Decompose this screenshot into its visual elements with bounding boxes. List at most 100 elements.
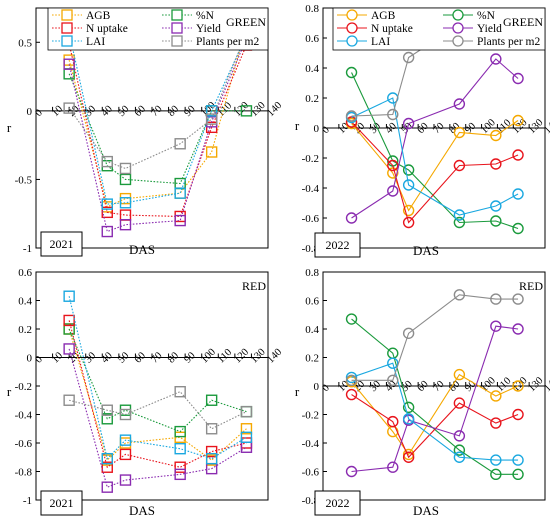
x-tick-label: 40 — [100, 104, 115, 119]
x-tick-label: 80 — [166, 104, 181, 119]
y-tick-label: 0.6 — [305, 296, 319, 308]
chart-panel-2021-green: -1-0.500.50 10 20 30 40 50 60 70 80 90 10011012013… — [7, 7, 284, 257]
x-tick-label: 0 — [320, 383, 331, 394]
data-point-n-uptake — [387, 159, 399, 172]
data-point-n-uptake — [490, 417, 502, 429]
data-point-lai — [205, 452, 218, 465]
legend-marker-agb — [346, 9, 358, 21]
y-tick-label: 0.4 — [18, 296, 32, 308]
data-point-plants-per-m2 — [490, 293, 502, 305]
data-point-yield — [490, 53, 502, 65]
data-point-n-uptake — [101, 206, 113, 219]
data-point-agb — [490, 129, 502, 142]
y-tick-label: -0.4 — [302, 183, 320, 195]
data-point-agb — [453, 126, 466, 139]
series-line-yield — [351, 325, 519, 473]
x-tick-label: 120 — [232, 347, 251, 366]
y-tick-label: -0.2 — [302, 153, 319, 165]
panel-corner-label: GREEN — [503, 15, 543, 29]
y-tick-label: -1 — [23, 495, 32, 507]
data-point-lai — [174, 187, 186, 199]
data-point-lai — [345, 371, 358, 384]
year-label: 2022 — [326, 238, 350, 252]
x-tick-label: 130 — [249, 347, 268, 366]
data-point-plants-per-m2 — [402, 327, 415, 339]
data-point-plants-per-m2 — [174, 386, 186, 398]
x-tick-label: 70 — [431, 379, 446, 394]
year-box — [314, 232, 361, 258]
data-point-plants-per-m2 — [63, 394, 75, 406]
panel-corner-label: RED — [519, 279, 543, 293]
data-point-plants-per-m2 — [387, 108, 399, 121]
data-point-n-uptake — [453, 159, 466, 172]
x-tick-label: 50 — [116, 104, 131, 119]
x-tick-label: 30 — [368, 379, 383, 394]
legend-marker-agb — [61, 9, 73, 21]
data-point-lai — [119, 197, 132, 209]
x-tick-label: 0 — [33, 107, 44, 118]
data-point-yield — [387, 461, 399, 473]
y-tick-label: -0.6 — [15, 438, 33, 450]
plot-frame — [35, 271, 269, 501]
data-point-yield — [174, 468, 186, 481]
data-point-plants-per-m2 — [453, 289, 466, 301]
x-tick-label: 60 — [133, 104, 148, 119]
data-point-n-uptake — [512, 408, 524, 421]
data-point-lai — [174, 443, 186, 455]
legend-label-yield: Yield — [477, 23, 502, 35]
x-tick-label: 100 — [479, 117, 498, 136]
data-point-yield — [63, 58, 75, 70]
y-tick-label: -0.8 — [15, 467, 33, 479]
x-tick-label: 90 — [182, 104, 197, 119]
x-tick-label: 40 — [100, 350, 115, 365]
legend-marker-lai — [346, 35, 358, 47]
data-point-yield — [387, 185, 399, 197]
data-point-pct-n — [402, 401, 415, 414]
year-label: 2022 — [326, 496, 350, 510]
y-tick-label: 0.6 — [305, 33, 319, 45]
data-point-agb — [490, 390, 502, 402]
legend-marker-yield — [171, 22, 183, 34]
panel-corner-label: RED — [242, 279, 266, 293]
y-tick-label: 0.6 — [18, 267, 32, 279]
data-point-n-uptake — [345, 388, 358, 401]
series-line-agb — [68, 328, 247, 462]
x-tick-label: 130 — [526, 375, 545, 394]
data-point-n-uptake — [63, 314, 75, 327]
legend-label-yield: Yield — [196, 23, 221, 35]
data-point-plants-per-m2 — [387, 374, 399, 386]
y-tick-label: 0 — [314, 381, 320, 393]
data-point-lai — [101, 452, 113, 465]
series-line-pct-n — [351, 318, 519, 475]
y-tick-label: 0 — [27, 106, 33, 118]
y-tick-label: -0.2 — [302, 410, 319, 422]
x-tick-label: 60 — [133, 350, 148, 365]
data-point-pct-n — [453, 216, 466, 229]
data-point-plants-per-m2 — [402, 51, 415, 64]
data-point-lai — [490, 200, 502, 212]
data-point-yield — [63, 343, 75, 355]
year-label: 2021 — [50, 237, 74, 251]
data-point-yield — [345, 465, 358, 478]
series-line-lai — [68, 32, 247, 205]
series-line-pct-n — [68, 73, 247, 185]
series-line-agb — [351, 373, 519, 456]
data-point-pct-n — [490, 215, 502, 227]
series-line-plants-per-m2 — [68, 32, 247, 170]
x-tick-label: 30 — [83, 350, 98, 365]
legend-label-n-uptake: N uptake — [371, 23, 413, 35]
series-line-lai — [351, 362, 519, 461]
x-tick-label: 70 — [149, 104, 164, 119]
data-point-agb — [174, 187, 186, 199]
data-point-pct-n — [63, 323, 75, 335]
y-axis-label: r — [295, 384, 300, 399]
x-tick-label: 140 — [542, 117, 550, 136]
legend-label-plants-per-m2: Plants per m2 — [477, 36, 540, 48]
x-tick-label: 90 — [182, 350, 197, 365]
y-axis-label: r — [7, 120, 12, 135]
y-tick-label: -0.2 — [15, 381, 32, 393]
y-tick-label: -0.6 — [302, 467, 320, 479]
y-tick-label: -0.4 — [15, 410, 33, 422]
legend-marker-n-uptake — [61, 22, 73, 34]
x-tick-label: 50 — [400, 379, 415, 394]
